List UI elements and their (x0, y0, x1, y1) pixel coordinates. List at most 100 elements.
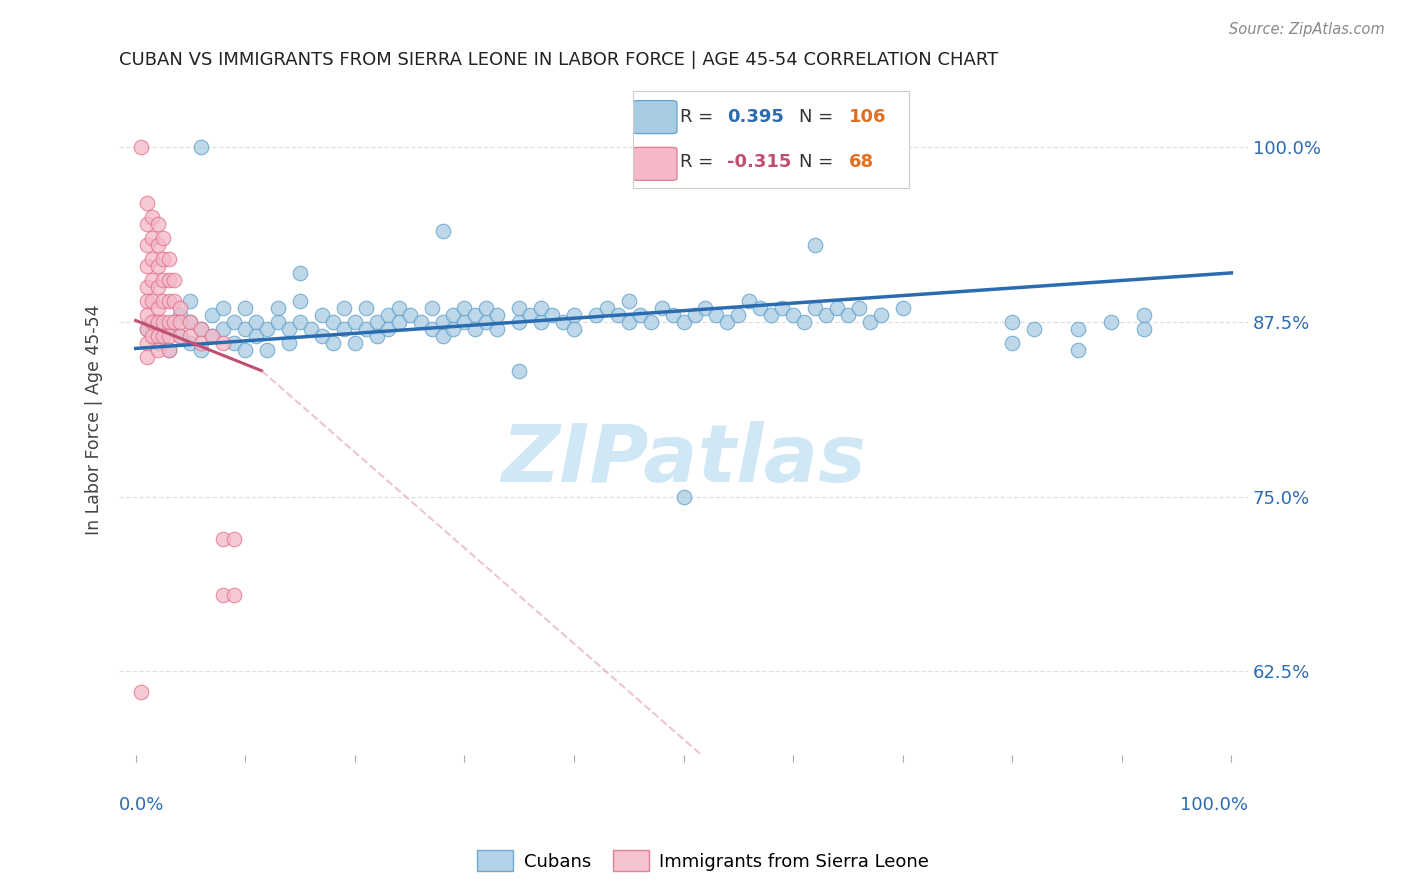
Point (135, 238, 157, 252)
Point (212, 532, 235, 546)
Point (135, 350, 157, 364)
Point (179, 328, 201, 343)
Point (651, 301, 673, 315)
Point (152, 273, 174, 287)
Text: CUBAN VS IMMIGRANTS FROM SIERRA LEONE IN LABOR FORCE | AGE 45-54 CORRELATION CHA: CUBAN VS IMMIGRANTS FROM SIERRA LEONE IN… (120, 51, 998, 69)
Point (224, 315, 246, 329)
Point (288, 266, 311, 280)
Point (1024, 322, 1046, 336)
Point (661, 308, 683, 322)
Point (453, 301, 475, 315)
Point (141, 315, 163, 329)
Point (322, 315, 344, 329)
Point (486, 322, 509, 336)
Text: 0.0%: 0.0% (120, 796, 165, 814)
Point (848, 301, 870, 315)
Point (343, 335, 366, 350)
Point (157, 293, 180, 308)
Point (322, 335, 344, 350)
Point (179, 293, 201, 308)
Point (804, 238, 827, 252)
Point (508, 364, 530, 378)
Point (891, 301, 914, 315)
Point (1067, 322, 1090, 336)
Point (333, 301, 356, 315)
Point (212, 322, 235, 336)
Point (135, 308, 157, 322)
Point (1067, 343, 1090, 357)
Point (163, 293, 186, 308)
Point (141, 293, 163, 308)
Point (519, 308, 541, 322)
Point (409, 315, 432, 329)
Point (245, 315, 267, 329)
Point (562, 308, 585, 322)
Legend: Cubans, Immigrants from Sierra Leone: Cubans, Immigrants from Sierra Leone (470, 843, 936, 879)
Point (672, 315, 695, 329)
Point (201, 328, 224, 343)
Point (475, 301, 498, 315)
Point (486, 308, 509, 322)
Point (212, 335, 235, 350)
Point (224, 588, 246, 602)
Point (179, 315, 201, 329)
Point (354, 322, 377, 336)
Point (420, 301, 443, 315)
Point (146, 238, 169, 252)
Point (190, 322, 212, 336)
Point (1001, 335, 1024, 350)
Point (793, 315, 815, 329)
Text: 100.0%: 100.0% (1180, 796, 1249, 814)
Point (224, 532, 246, 546)
Point (398, 308, 420, 322)
Point (179, 335, 201, 350)
Point (859, 315, 882, 329)
Point (672, 490, 695, 504)
Point (141, 328, 163, 343)
Point (141, 210, 163, 224)
Point (706, 308, 728, 322)
Point (311, 308, 333, 322)
Point (141, 231, 163, 245)
Point (157, 328, 180, 343)
Point (343, 315, 366, 329)
Point (617, 293, 640, 308)
Point (695, 301, 717, 315)
Point (157, 315, 180, 329)
Point (333, 322, 356, 336)
Point (201, 328, 224, 343)
Point (562, 322, 585, 336)
Point (1099, 315, 1122, 329)
Point (443, 322, 465, 336)
Point (141, 252, 163, 266)
Point (146, 315, 169, 329)
Point (135, 335, 157, 350)
Point (814, 308, 837, 322)
Point (152, 293, 174, 308)
Point (256, 322, 278, 336)
Point (267, 301, 290, 315)
Point (190, 140, 212, 154)
Point (508, 315, 530, 329)
Point (388, 301, 411, 315)
Point (169, 301, 191, 315)
Point (1132, 308, 1154, 322)
Point (135, 259, 157, 273)
Point (135, 280, 157, 294)
Point (157, 343, 180, 357)
Point (135, 196, 157, 211)
Point (245, 328, 267, 343)
Point (377, 322, 399, 336)
Point (432, 315, 454, 329)
Point (825, 301, 848, 315)
Point (1132, 322, 1154, 336)
Point (146, 217, 169, 231)
Point (129, 685, 152, 699)
Point (366, 315, 388, 329)
Point (628, 308, 651, 322)
Point (761, 308, 783, 322)
Point (837, 308, 859, 322)
Point (146, 259, 169, 273)
Point (288, 315, 311, 329)
Point (278, 322, 301, 336)
